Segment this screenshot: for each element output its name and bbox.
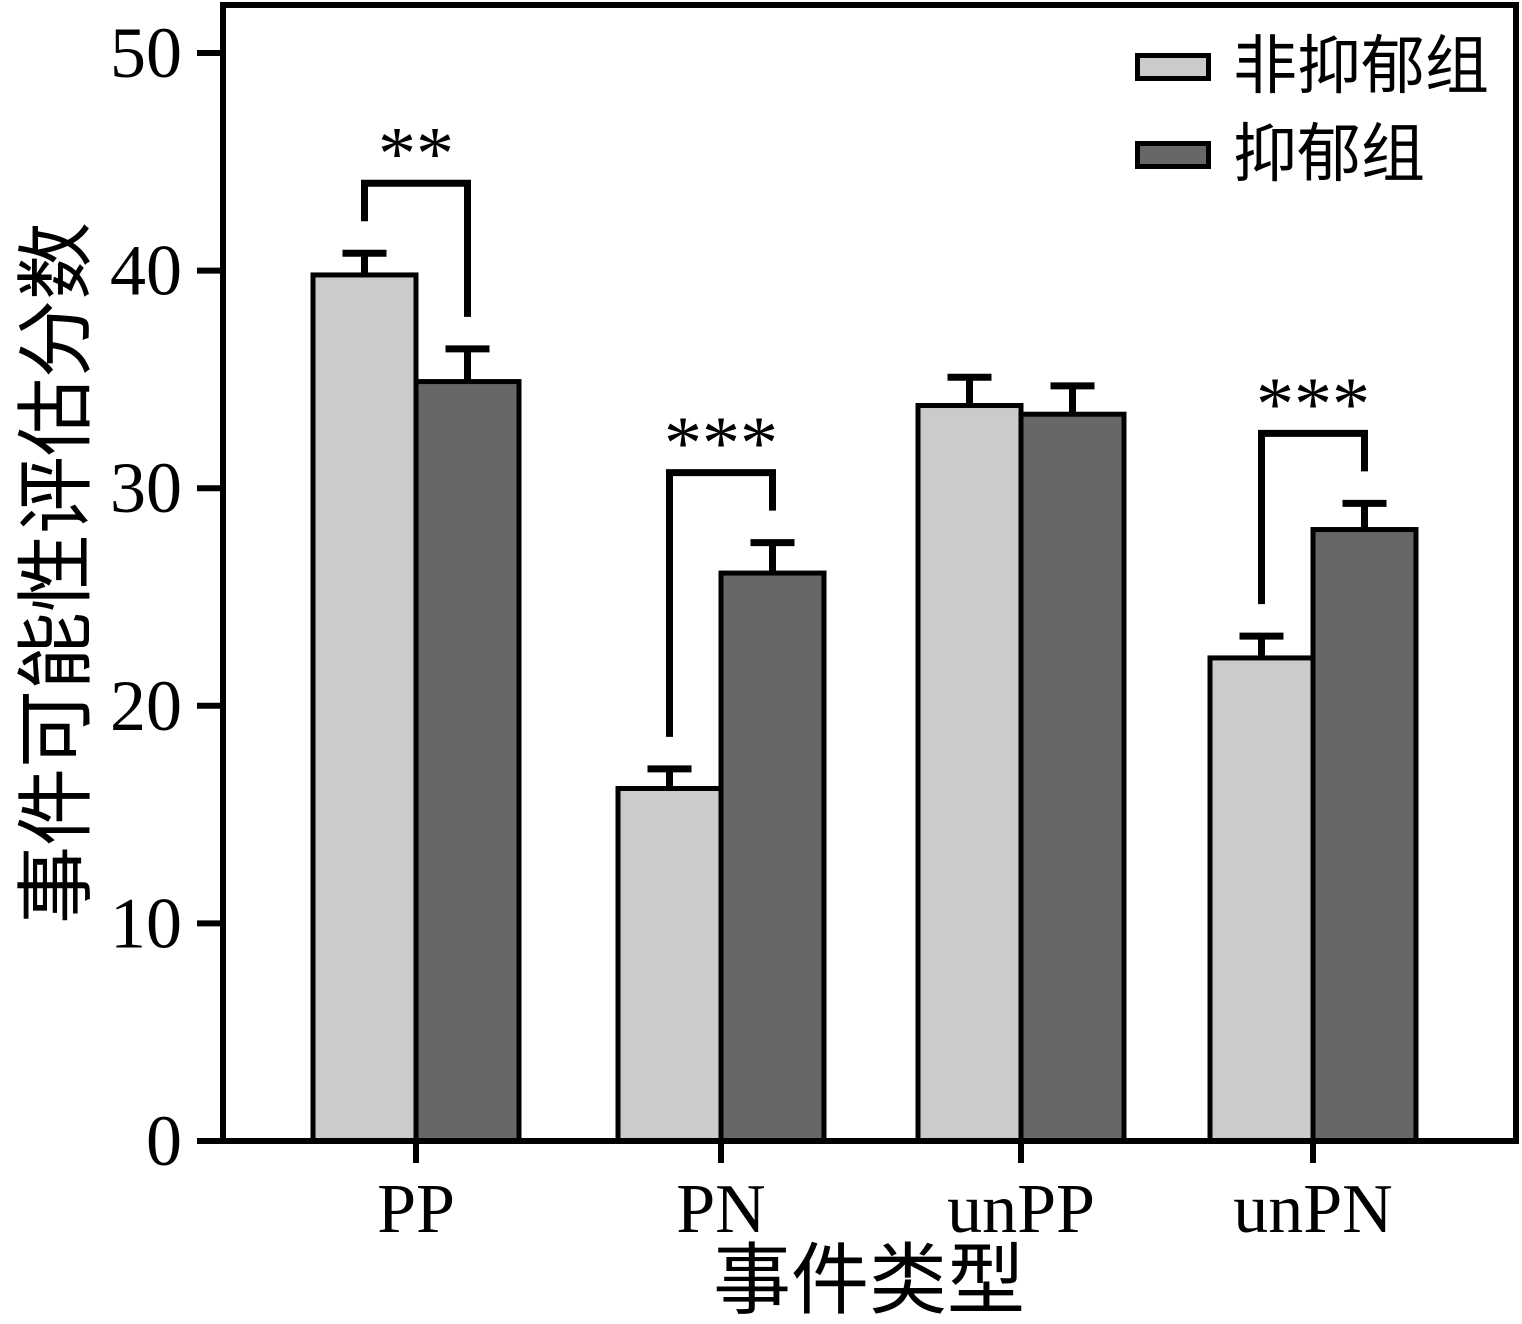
x-category-label: unPN xyxy=(1233,1171,1392,1248)
bar-PN-group1 xyxy=(615,765,724,1144)
legend-label-nondepressed: 非抑郁组 xyxy=(1233,31,1489,102)
bar-PP-group1 xyxy=(310,249,419,1144)
plot-border xyxy=(220,2,1519,1144)
x-category-label: PP xyxy=(377,1171,455,1248)
y-tick-label: 0 xyxy=(146,1101,182,1181)
significance-bracket-PN xyxy=(666,469,776,737)
significance-stars-unPN: *** xyxy=(1256,362,1370,446)
bar-PP-group2 xyxy=(413,345,522,1144)
legend: 非抑郁组 抑郁组 xyxy=(1135,30,1489,192)
y-tick-label: 20 xyxy=(110,666,182,746)
y-axis-title: 事件可能性评估分数 xyxy=(13,222,100,925)
legend-swatch-light-icon xyxy=(1135,53,1211,81)
significance-stars-PP: ** xyxy=(378,112,454,196)
x-axis-title: 事件类型 xyxy=(712,1237,1026,1324)
significance-stars-PN: *** xyxy=(664,402,778,486)
legend-swatch-dark-icon xyxy=(1135,141,1211,169)
bar-unPP-group2 xyxy=(1018,382,1127,1144)
x-category-label: PN xyxy=(676,1171,765,1248)
y-tick-label: 50 xyxy=(110,13,182,93)
y-tick-label: 40 xyxy=(110,231,182,311)
x-category-label: unPP xyxy=(947,1171,1095,1248)
y-tick-label: 10 xyxy=(110,883,182,963)
legend-item-nondepressed: 非抑郁组 xyxy=(1135,30,1489,104)
bar-unPP-group1 xyxy=(915,373,1024,1144)
legend-item-depressed: 抑郁组 xyxy=(1135,118,1489,192)
significance-bracket-unPN xyxy=(1258,429,1368,605)
bar-PN-group2 xyxy=(718,539,827,1144)
significance-bracket-PP xyxy=(361,179,471,317)
y-tick-label: 30 xyxy=(110,448,182,528)
bar-unPN-group2 xyxy=(1310,499,1419,1144)
bar-unPN-group1 xyxy=(1207,632,1316,1144)
legend-label-depressed: 抑郁组 xyxy=(1233,119,1425,190)
